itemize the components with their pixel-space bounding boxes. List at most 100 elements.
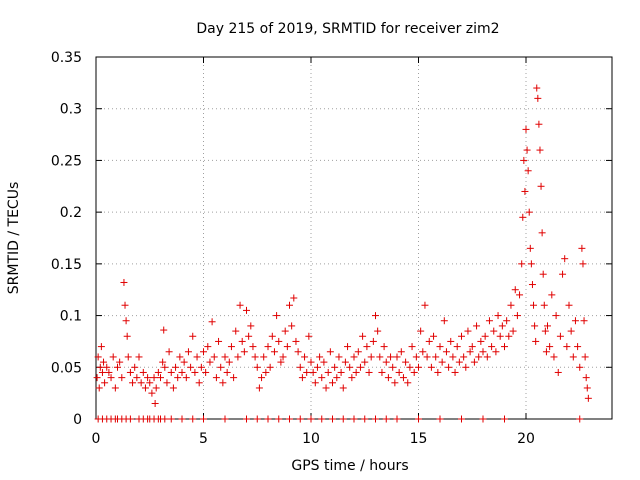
- data-point: [97, 343, 105, 351]
- data-point: [344, 343, 352, 351]
- data-point: [178, 368, 186, 376]
- y-tick-label: 0.05: [51, 360, 82, 376]
- data-point: [449, 353, 457, 361]
- data-point: [458, 415, 465, 423]
- data-point: [129, 379, 137, 387]
- x-tick-label: 20: [517, 431, 535, 447]
- data-point: [382, 358, 390, 366]
- data-point: [202, 368, 210, 376]
- y-tick-label: 0.35: [51, 50, 82, 66]
- data-point: [369, 337, 377, 345]
- data-point: [404, 379, 412, 387]
- data-point: [503, 317, 511, 325]
- data-point: [296, 415, 304, 423]
- x-axis-label: GPS time / hours: [291, 458, 408, 474]
- data-point: [447, 337, 455, 345]
- data-point: [365, 368, 373, 376]
- data-point: [563, 343, 571, 351]
- data-point: [215, 337, 223, 345]
- data-point: [298, 374, 306, 382]
- data-point: [260, 353, 268, 361]
- data-point: [333, 374, 341, 382]
- data-point: [290, 294, 298, 302]
- data-point: [105, 368, 113, 376]
- data-point: [488, 343, 496, 351]
- data-point: [95, 384, 103, 392]
- axis-ticks: [95, 56, 612, 420]
- data-point: [139, 368, 147, 376]
- data-point: [580, 317, 588, 325]
- data-point: [391, 379, 399, 387]
- data-point: [513, 312, 521, 320]
- data-point: [98, 368, 106, 376]
- data-point: [475, 353, 483, 361]
- data-point: [378, 368, 386, 376]
- data-point: [473, 322, 481, 330]
- data-point: [527, 260, 535, 268]
- data-point: [305, 332, 313, 340]
- data-point: [275, 415, 283, 423]
- data-point: [505, 332, 513, 340]
- data-point: [232, 327, 240, 335]
- data-point: [540, 301, 548, 309]
- data-point: [526, 244, 534, 252]
- data-point: [266, 363, 274, 371]
- data-point: [485, 317, 493, 325]
- data-point: [393, 353, 401, 361]
- data-point: [122, 317, 130, 325]
- data-point: [253, 363, 261, 371]
- data-point: [262, 368, 270, 376]
- data-point: [236, 301, 244, 309]
- data-point: [559, 270, 567, 278]
- data-point: [509, 327, 517, 335]
- data-point: [174, 374, 182, 382]
- data-point: [402, 358, 410, 366]
- data-point: [221, 353, 229, 361]
- data-point: [523, 146, 531, 154]
- data-point: [255, 384, 263, 392]
- data-point: [462, 363, 470, 371]
- data-point: [126, 368, 134, 376]
- data-point: [275, 337, 283, 345]
- data-point: [455, 358, 463, 366]
- data-point: [169, 384, 177, 392]
- data-point: [318, 415, 326, 423]
- data-point: [230, 374, 238, 382]
- data-point: [417, 327, 425, 335]
- data-point: [445, 363, 453, 371]
- data-point: [146, 379, 154, 387]
- y-tick-labels: 0 0.05 0.1 0.15 0.2 0.25 0.3 0.35: [51, 50, 82, 428]
- data-point: [470, 358, 478, 366]
- data-point: [519, 213, 527, 221]
- data-point: [438, 358, 446, 366]
- data-point: [534, 94, 542, 102]
- data-point: [200, 348, 207, 356]
- data-point: [217, 363, 225, 371]
- data-point: [361, 358, 369, 366]
- data-point: [223, 368, 231, 376]
- data-point: [389, 363, 397, 371]
- data-point: [350, 353, 358, 361]
- data-point: [436, 415, 444, 423]
- data-point: [141, 384, 149, 392]
- data-point: [584, 394, 592, 402]
- data-point: [479, 348, 487, 356]
- data-point: [182, 374, 190, 382]
- data-point: [492, 348, 500, 356]
- data-point: [356, 363, 364, 371]
- data-point: [442, 348, 450, 356]
- data-point: [430, 332, 438, 340]
- data-point: [163, 379, 171, 387]
- data-point: [124, 353, 132, 361]
- data-point: [137, 379, 145, 387]
- data-point: [537, 182, 545, 190]
- data-point: [322, 384, 330, 392]
- data-point: [329, 415, 336, 423]
- data-point: [311, 379, 319, 387]
- data-point: [318, 374, 326, 382]
- data-point: [109, 353, 117, 361]
- data-point: [546, 343, 554, 351]
- data-point: [273, 312, 281, 320]
- data-point: [243, 415, 250, 423]
- data-point: [458, 332, 465, 340]
